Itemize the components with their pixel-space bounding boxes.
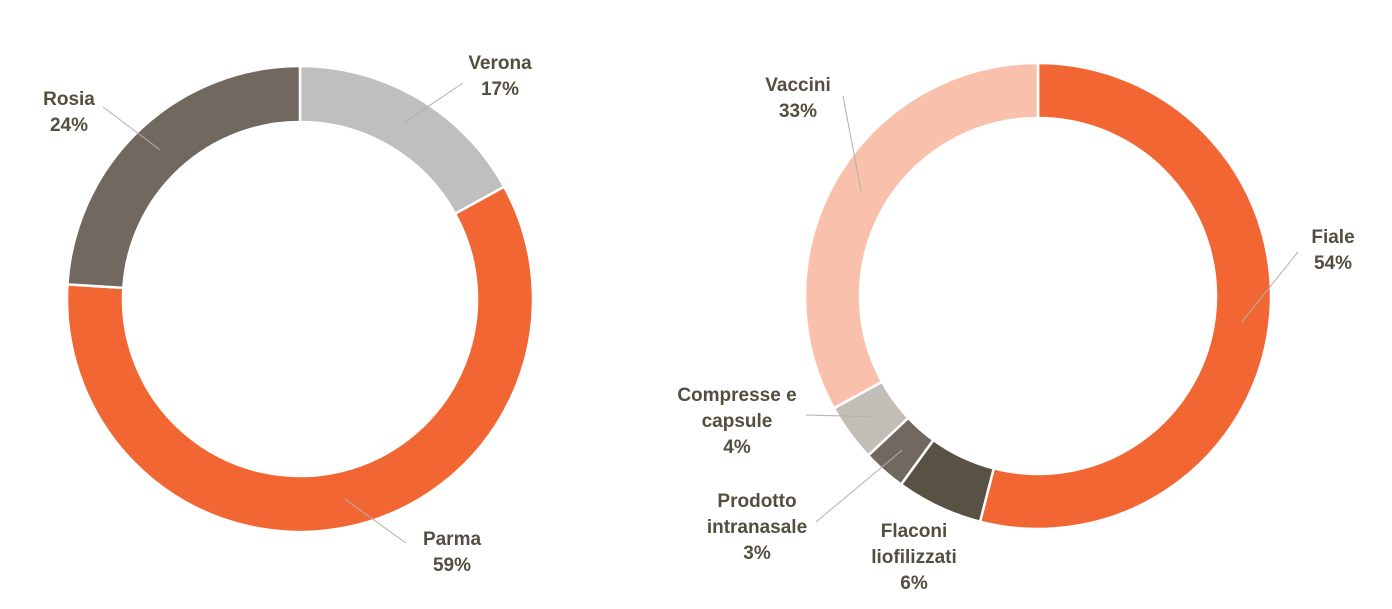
leader-line-vaccini: [842, 95, 862, 192]
slice-label-compresse-e-capsule: Compresse e capsule 4%: [677, 385, 796, 458]
slice-rosia: [66, 64, 302, 290]
slice-label-prodotto-intranasale: Prodotto intranasale 3%: [707, 491, 807, 564]
slice-vaccini: [803, 61, 1040, 410]
slice-value-verona: 17%: [481, 79, 519, 100]
leader-line-prodotto-intranasale: [815, 449, 903, 523]
slice-value-parma: 59%: [433, 555, 471, 576]
slice-parma: [65, 185, 535, 534]
donut-chart-products: Fiale 54% Flaconi liofilizzati 6% Prodotto int…: [677, 61, 1355, 594]
slice-label-fiale: Fiale 54%: [1311, 227, 1354, 274]
slice-label-rosia: Rosia 24%: [43, 89, 95, 136]
slice-label-verona: Verona 17%: [468, 53, 532, 100]
slice-label-flaconi-liofilizzati: Flaconi liofilizzati 6%: [871, 521, 957, 594]
leader-line-verona: [404, 82, 464, 123]
slice-value-compresse-e-capsule: 4%: [723, 437, 751, 458]
donut-chart-sites: Verona 17% Parma 59% Rosia 24%: [43, 53, 535, 576]
leader-line-rosia: [102, 106, 160, 150]
leader-line-fiale: [1241, 251, 1299, 323]
leader-line-parma: [344, 498, 407, 544]
slice-value-vaccini: 33%: [779, 101, 817, 122]
slice-label-parma: Parma 59%: [423, 529, 482, 576]
slice-fiale: [978, 61, 1273, 531]
slice-label-vaccini: Vaccini 33%: [765, 75, 831, 122]
slice-value-prodotto-intranasale: 3%: [743, 543, 771, 564]
slice-value-fiale: 54%: [1314, 253, 1352, 274]
leader-line-compresse-e-capsule: [805, 414, 872, 418]
slice-value-rosia: 24%: [50, 115, 88, 136]
slice-verona: [298, 64, 506, 216]
slice-value-flaconi-liofilizzati: 6%: [900, 573, 928, 594]
